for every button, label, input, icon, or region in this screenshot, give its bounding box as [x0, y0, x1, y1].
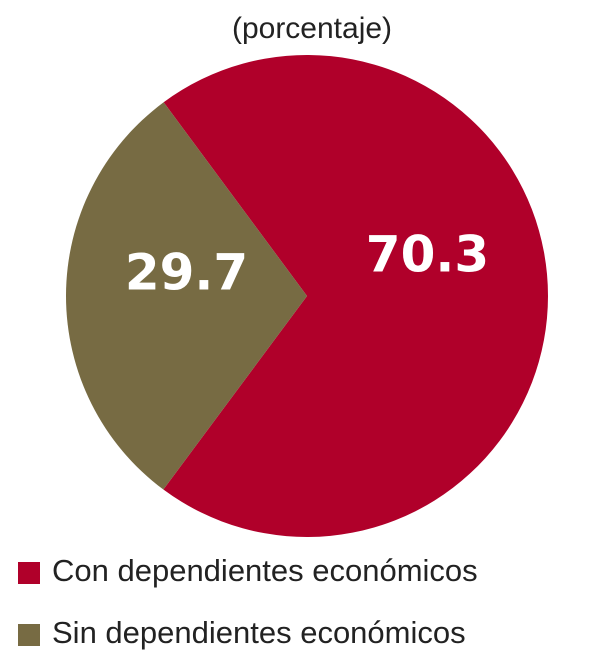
legend-swatch — [18, 562, 40, 584]
pie-slice — [65, 102, 307, 490]
pie-slice — [163, 55, 548, 538]
legend-label: Con dependientes económicos — [52, 553, 478, 588]
legend-swatch — [18, 624, 40, 646]
data-label: 29.7 — [125, 243, 248, 301]
legend-label: Sin dependientes económicos — [52, 615, 466, 650]
data-label: 70.3 — [366, 226, 489, 284]
chart-title: (porcentaje) — [232, 12, 392, 45]
